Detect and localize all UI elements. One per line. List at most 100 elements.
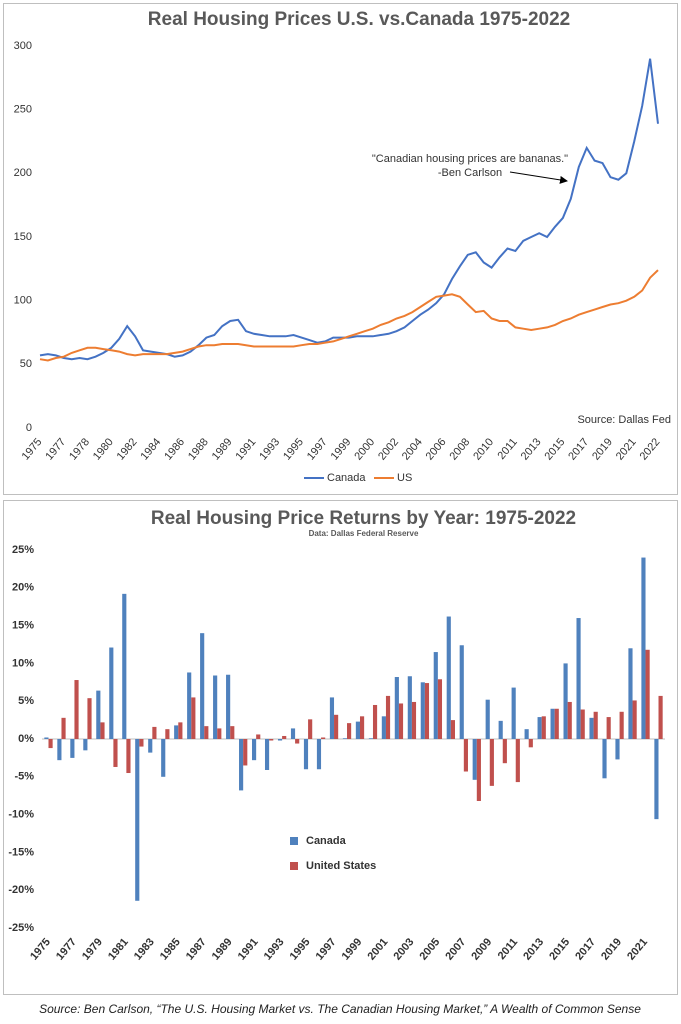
x-tick-label: 1979: [80, 936, 105, 962]
bar: [550, 708, 555, 739]
y-tick-label: 300: [14, 40, 32, 52]
bar: [217, 728, 222, 739]
legend-swatch: [290, 837, 298, 845]
y-tick-label: -25%: [8, 922, 34, 934]
x-tick-label: 1984: [138, 436, 163, 462]
bar: [226, 674, 231, 739]
x-tick-label: 1999: [340, 936, 365, 962]
bar: [308, 719, 313, 739]
bar: [411, 701, 417, 739]
y-tick-label: 15%: [12, 620, 34, 632]
x-tick-label: 2022: [638, 436, 663, 462]
bar: [459, 645, 464, 739]
x-tick-label: 2011: [496, 936, 521, 962]
y-tick-label: 100: [14, 295, 32, 307]
bar: [204, 726, 209, 739]
bar: [83, 739, 88, 751]
bar: [303, 739, 309, 770]
x-tick-label: 2015: [543, 436, 568, 462]
bar: [256, 734, 261, 739]
source-note: Source: Dallas Fed: [577, 414, 671, 426]
bar: [424, 683, 430, 739]
bar: [178, 722, 183, 739]
bar: [602, 739, 607, 779]
bar: [135, 739, 140, 901]
chart-subtitle: Data: Dallas Federal Reserve: [309, 529, 419, 538]
bar: [277, 739, 283, 741]
bar: [61, 717, 66, 739]
y-tick-label: 200: [14, 167, 32, 179]
bar: [394, 677, 399, 739]
bar: [264, 739, 270, 770]
bar: [645, 649, 650, 739]
bar: [109, 647, 114, 739]
x-tick-label: 1997: [305, 436, 330, 462]
x-tick-label: 2006: [424, 436, 449, 462]
x-tick-label: 1977: [43, 436, 68, 462]
x-tick-label: 1991: [234, 436, 259, 462]
bar: [329, 697, 335, 739]
x-tick-label: 2007: [443, 936, 468, 962]
y-tick-label: -10%: [8, 809, 34, 821]
bar: [381, 716, 386, 739]
bar: [606, 717, 611, 739]
y-tick-label: 10%: [12, 657, 34, 669]
bar: [122, 593, 127, 739]
x-tick-label: 2010: [471, 436, 496, 462]
bar: [316, 739, 322, 770]
bar: [372, 704, 378, 739]
x-tick-label: 1989: [210, 936, 235, 962]
x-tick-label: 2008: [447, 436, 472, 462]
bar: [446, 616, 451, 739]
bar: [433, 652, 438, 739]
x-tick-label: 2019: [599, 936, 624, 962]
chart-title: Real Housing Prices U.S. vs.Canada 1975-…: [148, 9, 570, 30]
bar: [321, 737, 326, 739]
x-tick-label: 1995: [288, 936, 313, 962]
bar: [230, 726, 235, 739]
y-tick-label: 150: [14, 231, 32, 243]
bar: [334, 714, 339, 739]
x-tick-label: 2021: [625, 936, 650, 962]
x-tick-label: 2017: [566, 436, 591, 462]
bar: [541, 716, 546, 739]
chart-title: Real Housing Price Returns by Year: 1975…: [151, 508, 576, 529]
legend-label: US: [397, 472, 412, 484]
legend-label: Canada: [306, 835, 347, 847]
x-tick-label: 1987: [184, 936, 209, 962]
bar: [619, 711, 624, 739]
y-tick-label: -5%: [14, 771, 34, 783]
x-tick-label: 2001: [366, 936, 391, 962]
bar: [269, 739, 274, 741]
bar: [524, 729, 529, 739]
y-tick-label: -15%: [8, 846, 34, 858]
x-tick-label: 2003: [391, 936, 416, 962]
bar: [632, 700, 637, 739]
bar: [282, 735, 287, 739]
bar: [589, 717, 594, 739]
series-line: [39, 269, 659, 362]
bar: [563, 663, 568, 739]
x-tick-label: 2013: [521, 936, 546, 962]
x-tick-label: 1975: [28, 936, 53, 962]
x-tick-label: 1988: [186, 436, 211, 462]
bar: [165, 729, 170, 739]
y-tick-label: 0: [26, 422, 32, 434]
bar: [385, 695, 391, 739]
x-tick-label: 1989: [210, 436, 235, 462]
x-tick-label: 1986: [162, 436, 187, 462]
bar: [615, 739, 620, 760]
x-tick-label: 2009: [469, 936, 494, 962]
x-tick-label: 2013: [519, 436, 544, 462]
y-tick-label: 0%: [18, 733, 34, 745]
y-tick-label: -20%: [8, 884, 34, 896]
bar: [641, 557, 646, 739]
bar: [87, 698, 92, 739]
y-tick-label: 250: [14, 104, 32, 116]
x-tick-label: 1991: [236, 936, 261, 962]
bar: [515, 739, 520, 783]
x-tick-label: 1975: [20, 436, 45, 462]
x-tick-label: 1995: [281, 436, 306, 462]
y-tick-label: 50: [20, 358, 32, 370]
